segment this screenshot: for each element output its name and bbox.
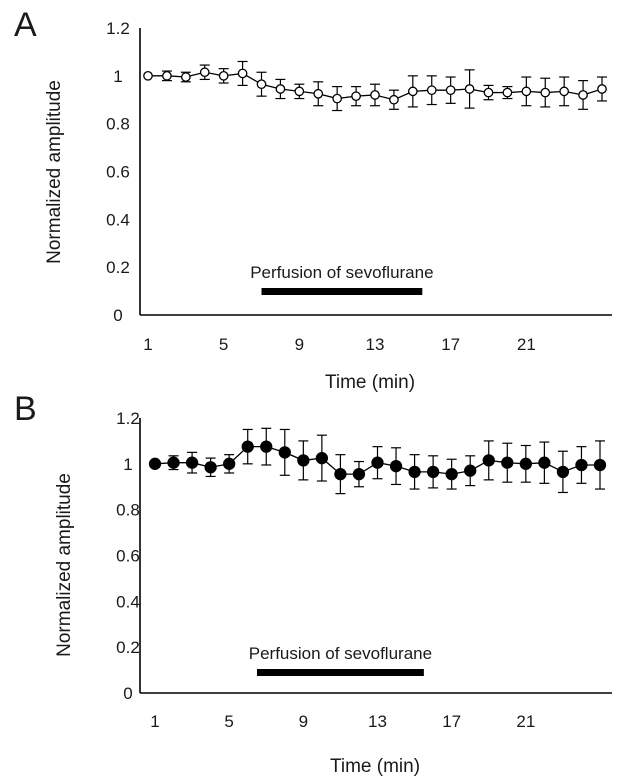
data-point	[426, 85, 437, 96]
data-point	[332, 93, 343, 104]
data-point	[313, 88, 324, 99]
data-point	[538, 456, 551, 469]
data-point	[370, 90, 380, 100]
data-point	[256, 79, 267, 90]
y-tick-labels-a: 0 0.2 0.4 0.6 0.8 1 1.2	[106, 19, 130, 325]
x-tick-labels-b: 1 5 9 13 17 21	[150, 712, 535, 731]
data-point	[502, 87, 513, 98]
x-tick-label: 9	[295, 335, 304, 354]
x-tick-label: 13	[368, 712, 387, 731]
data-point	[143, 70, 153, 81]
data-point	[294, 86, 305, 97]
data-point	[575, 458, 588, 472]
data-point	[241, 440, 254, 453]
data-point	[482, 454, 495, 467]
panel-label-a: A	[14, 6, 37, 44]
x-tick-label: 1	[150, 712, 159, 731]
data-point	[389, 459, 403, 473]
data-point	[237, 68, 248, 79]
data-point	[540, 87, 551, 98]
data-point	[408, 465, 421, 479]
data-point	[162, 70, 172, 81]
x-tick-label: 17	[442, 712, 461, 731]
x-tick-label: 9	[299, 712, 308, 731]
x-tick-label: 5	[224, 712, 233, 731]
perfusion-bar-a	[261, 288, 423, 295]
series-a	[143, 60, 607, 112]
y-tick-labels-b: 0 0.2 0.4 0.6 0.8 1 1.2	[116, 409, 140, 703]
data-point	[275, 84, 286, 94]
y-tick-label: 0.6	[106, 163, 130, 182]
y-tick-label: 1	[123, 455, 132, 474]
data-point	[464, 464, 477, 477]
data-point	[315, 451, 329, 465]
x-tick-labels-a: 1 5 9 13 17 21	[143, 335, 536, 354]
data-point	[559, 86, 570, 97]
data-point	[464, 84, 475, 94]
data-point	[167, 456, 180, 469]
data-point	[556, 465, 570, 479]
x-axis-label-b: Time (min)	[330, 756, 420, 777]
panel-a: A Normalized amplitude Time (min) Perfus…	[14, 6, 612, 393]
y-tick-label: 0.4	[106, 210, 130, 229]
y-tick-label: 0.6	[116, 547, 140, 566]
series-b	[148, 427, 607, 495]
y-tick-label: 0.2	[116, 638, 140, 657]
data-point	[483, 87, 494, 98]
x-tick-label: 21	[516, 712, 535, 731]
x-tick-label: 1	[143, 335, 152, 354]
x-tick-label: 5	[219, 335, 228, 354]
data-point	[218, 70, 229, 81]
data-point	[578, 90, 588, 100]
data-point	[278, 446, 291, 459]
data-point	[180, 72, 191, 82]
x-tick-label: 17	[441, 335, 460, 354]
y-axis-label-b: Normalized amplitude	[54, 473, 75, 657]
data-point	[334, 467, 347, 481]
data-point	[352, 467, 366, 481]
y-tick-label: 0	[113, 306, 122, 325]
y-tick-label: 1	[113, 67, 122, 86]
x-axis-label-a: Time (min)	[325, 372, 415, 393]
y-tick-label: 0	[123, 684, 132, 703]
data-point	[501, 456, 514, 469]
data-point	[426, 465, 440, 479]
y-tick-label: 0.8	[116, 501, 140, 520]
perfusion-bar-b	[256, 669, 424, 676]
panel-b: B Normalized amplitude Time (min) Perfus…	[14, 390, 612, 777]
y-tick-label: 0.2	[106, 258, 130, 277]
x-tick-label: 21	[517, 335, 536, 354]
y-axis-label-a: Normalized amplitude	[44, 80, 65, 264]
data-point	[204, 461, 217, 474]
y-tick-label: 1.2	[106, 19, 130, 38]
data-point	[521, 86, 532, 97]
y-tick-label: 0.8	[106, 115, 130, 134]
data-point	[407, 86, 418, 97]
data-point	[223, 457, 236, 470]
data-point	[185, 456, 199, 469]
data-point	[148, 457, 162, 470]
perfusion-label-b: Perfusion of sevoflurane	[249, 644, 432, 663]
data-point	[371, 456, 384, 469]
y-tick-label: 0.4	[116, 592, 140, 611]
data-point	[593, 458, 607, 472]
data-point	[445, 467, 458, 481]
data-point	[519, 457, 532, 470]
y-tick-label: 1.2	[116, 409, 140, 428]
x-tick-label: 13	[366, 335, 385, 354]
data-point	[260, 440, 273, 453]
data-point	[297, 454, 310, 467]
data-point	[597, 84, 607, 94]
data-point	[199, 67, 210, 78]
perfusion-label-a: Perfusion of sevoflurane	[250, 263, 433, 282]
data-point	[389, 94, 399, 105]
panel-label-b: B	[14, 390, 37, 428]
data-point	[445, 85, 456, 96]
data-point	[351, 91, 361, 102]
